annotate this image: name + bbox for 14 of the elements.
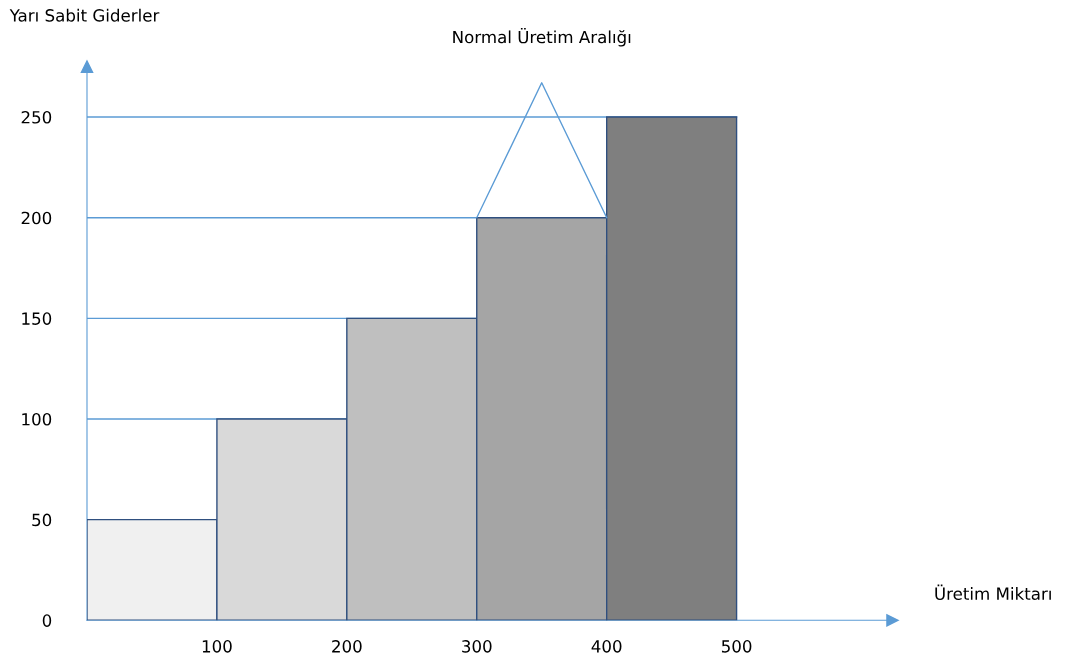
x-axis-title: Üretim Miktarı: [935, 584, 1051, 600]
y-tick-label: 200: [21, 211, 52, 225]
text: Normal Üretim Aralığı: [453, 27, 631, 47]
x-tick-label: 200: [332, 640, 362, 653]
y-tick-label: 0: [42, 614, 52, 627]
y-tick-label: 100: [22, 412, 52, 426]
y-axis-title: Yarı Sabit Giderler: [9, 8, 160, 22]
y-tick-label: 150: [22, 312, 52, 325]
y-tick-label: 250: [21, 110, 52, 124]
x-tick-label: 300: [462, 640, 492, 653]
x-tick-label: 100: [202, 640, 232, 653]
x-tick-label: 500: [721, 640, 752, 653]
y-tick-label: 50: [32, 513, 52, 527]
x-tick-label: 400: [591, 640, 622, 653]
